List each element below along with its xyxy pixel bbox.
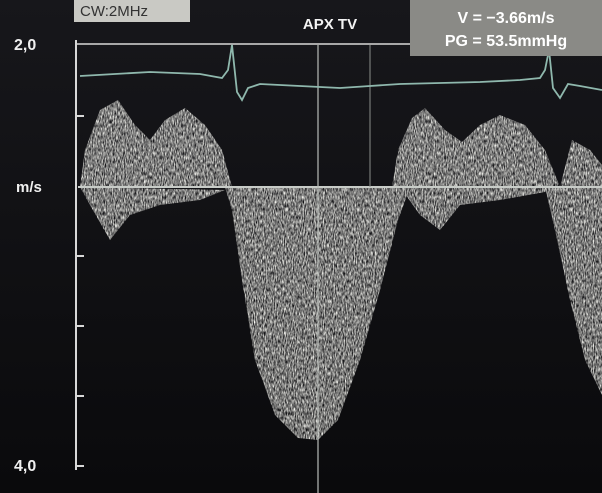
scale-top: 2,0 xyxy=(14,37,36,54)
view-title: APX TV xyxy=(303,16,357,33)
page: {"header": {"mode": "CW:2MHz", "title": … xyxy=(0,0,602,493)
velocity-label: V = −3.66m/s xyxy=(458,10,555,27)
gradient-label: PG = 53.5mmHg xyxy=(445,33,567,50)
scale-unit: m/s xyxy=(16,179,42,196)
doppler-display: 2,0 m/s 4,0 CW:2MHz APX TV V = −3.66m/s … xyxy=(0,0,602,493)
scale-bottom: 4,0 xyxy=(14,458,36,475)
mode-label: CW:2MHz xyxy=(80,3,148,20)
